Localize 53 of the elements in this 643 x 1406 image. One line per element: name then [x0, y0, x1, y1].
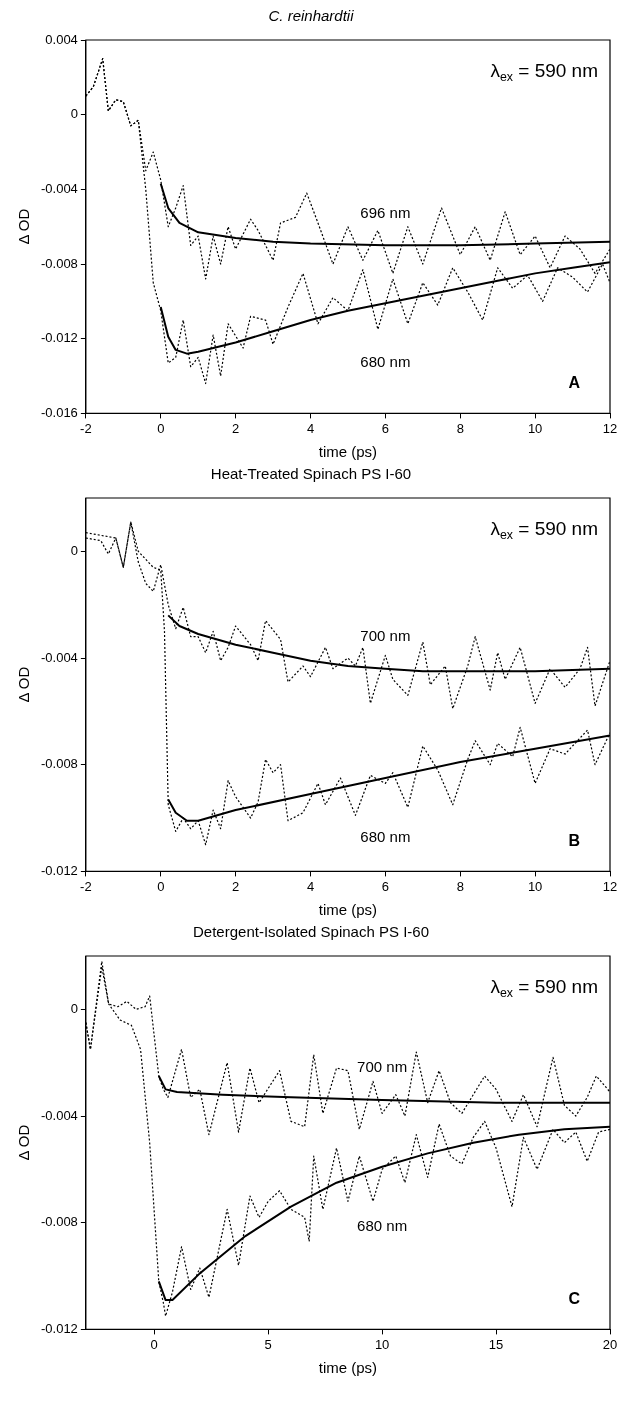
annotation: B — [568, 831, 580, 849]
y-tick-label: -0.004 — [40, 180, 78, 196]
y-tick-label: -0.012 — [40, 1320, 78, 1336]
x-tick-label: 0 — [150, 1336, 158, 1352]
x-tick-label: 8 — [456, 878, 464, 894]
x-axis-title: time (ps) — [318, 901, 378, 919]
y-axis-title: Δ OD — [15, 208, 33, 245]
annotation: A — [568, 373, 581, 391]
x-tick-label: 10 — [527, 878, 543, 894]
y-tick-label: -0.012 — [40, 330, 78, 346]
x-axis-title: time (ps) — [318, 443, 378, 461]
text: 680 nm — [357, 1216, 408, 1234]
annotation: C — [568, 1289, 581, 1307]
x-tick-label: 2 — [232, 878, 240, 894]
chart-title: Detergent-Isolated Spinach PS I-60 — [193, 923, 429, 941]
x-tick-label: 20 — [602, 1336, 618, 1352]
x-tick-label: 12 — [602, 878, 618, 894]
x-tick-label: 15 — [488, 1336, 504, 1352]
y-tick-label: 0.004 — [45, 31, 78, 47]
y-axis-title: Δ OD — [15, 666, 33, 703]
x-tick-label: 2 — [232, 420, 240, 436]
y-tick-label: -0.012 — [40, 862, 78, 878]
x-tick-label: 6 — [381, 878, 389, 894]
y-tick-label: -0.004 — [40, 649, 78, 665]
y-tick-label: -0.008 — [40, 1214, 78, 1230]
text: 680 nm — [360, 353, 411, 371]
series-label: 696 nm — [360, 203, 411, 221]
chart-title: C. reinhardtii — [268, 7, 355, 25]
x-tick-label: 4 — [306, 878, 315, 894]
x-tick-label: 0 — [157, 420, 165, 436]
x-tick-label: 5 — [264, 1336, 272, 1352]
series-label: 700 nm — [357, 1058, 408, 1076]
y-tick-label: -0.004 — [40, 1107, 78, 1123]
x-tick-label: 0 — [157, 878, 165, 894]
x-tick-label: -2 — [80, 878, 92, 894]
y-tick-label: 0 — [70, 542, 78, 558]
x-tick-label: 8 — [456, 420, 464, 436]
y-tick-label: -0.008 — [40, 255, 78, 271]
x-tick-label: 6 — [381, 420, 389, 436]
series-label: 700 nm — [360, 626, 411, 644]
x-tick-label: 12 — [602, 420, 618, 436]
y-tick-label: -0.016 — [40, 404, 78, 420]
x-axis-title: time (ps) — [318, 1359, 378, 1377]
x-tick-label: 10 — [374, 1336, 390, 1352]
y-tick-label: 0 — [70, 1000, 78, 1016]
text: 680 nm — [360, 828, 411, 846]
y-axis-title: Δ OD — [15, 1124, 33, 1161]
x-tick-label: 10 — [527, 420, 543, 436]
x-tick-label: 4 — [306, 420, 315, 436]
y-tick-label: 0 — [70, 106, 78, 122]
y-tick-label: -0.008 — [40, 756, 78, 772]
x-tick-label: -2 — [80, 420, 92, 436]
chart-title: Heat-Treated Spinach PS I-60 — [210, 465, 412, 483]
